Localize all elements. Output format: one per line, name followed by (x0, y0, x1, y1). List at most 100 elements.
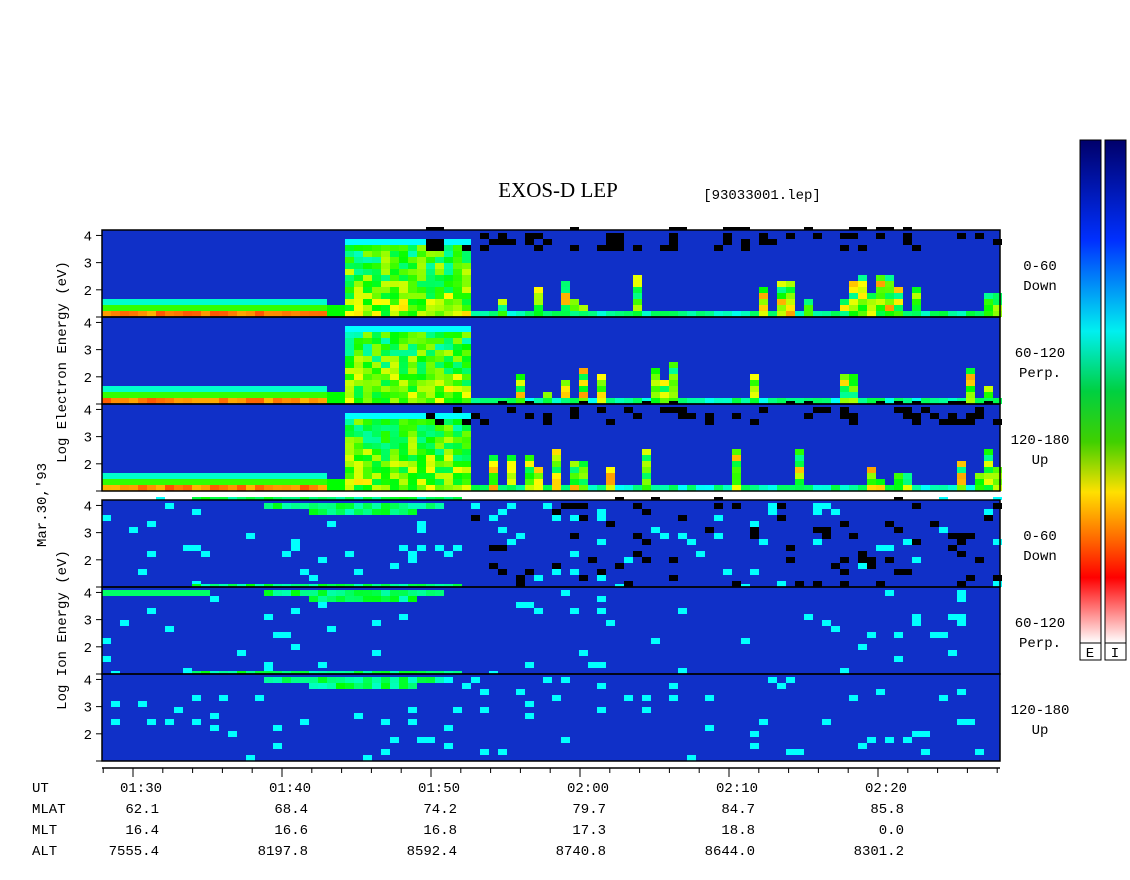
spectrogram-cell (201, 590, 210, 596)
spectrogram-cell (120, 305, 129, 311)
spectrogram-cell (462, 437, 471, 443)
spectrogram-cell (426, 449, 435, 455)
spectrogram-cell (876, 281, 885, 287)
spectrogram-cell (408, 251, 417, 257)
spectrogram-cell (543, 239, 552, 245)
spectrogram-cell (948, 413, 957, 419)
spectrogram-cell (993, 293, 1002, 299)
row-value: 8644.0 (705, 844, 755, 860)
spectrogram-cell (444, 305, 453, 311)
spectrogram-cell (282, 392, 291, 398)
spectrogram-cell (282, 479, 291, 485)
spectrogram-cell (399, 677, 408, 683)
spectrogram-cell (921, 398, 930, 404)
spectrogram-cell (894, 401, 903, 404)
spectrogram-cell (399, 305, 408, 311)
spectrogram-cell (345, 677, 354, 683)
spectrogram-cell (192, 590, 201, 596)
spectrogram-cell (111, 386, 120, 392)
spectrogram-cell (516, 581, 525, 587)
spectrogram-cell (345, 245, 354, 251)
spectrogram-cell (345, 461, 354, 467)
spectrogram-cell (345, 362, 354, 368)
spectrogram-cell (363, 350, 372, 356)
spectrogram-cell (165, 485, 174, 491)
spectrogram-cell (435, 386, 444, 392)
spectrogram-cell (138, 569, 147, 575)
spectrogram-cell (390, 509, 399, 515)
spectrogram-cell (408, 683, 417, 689)
spectrogram-cell (318, 557, 327, 563)
spectrogram-cell (597, 386, 606, 392)
spectrogram-cell (642, 509, 651, 515)
spectrogram-cell (237, 584, 246, 587)
spectrogram-cell (453, 281, 462, 287)
spectrogram-cell (300, 503, 309, 509)
spectrogram-cell (930, 485, 939, 491)
spectrogram-cell (669, 401, 678, 404)
spectrogram-cell (345, 251, 354, 257)
spectrogram-cell (660, 485, 669, 491)
spectrogram-cell (453, 485, 462, 491)
spectrogram-cell (435, 584, 444, 587)
spectrogram-cell (786, 299, 795, 305)
spectrogram-cell (453, 380, 462, 386)
spectrogram-cell (345, 332, 354, 338)
spectrogram-cell (453, 671, 462, 674)
spectrogram-cell (426, 413, 435, 419)
spectrogram-cell (129, 485, 138, 491)
spectrogram-cell (273, 299, 282, 305)
spectrogram-cell (417, 257, 426, 263)
spectrogram-cell (138, 590, 147, 596)
spectrogram-cell (327, 590, 336, 596)
spectrogram-cell (165, 719, 174, 725)
spectrogram-cell (381, 326, 390, 332)
spectrogram-cell (984, 401, 993, 404)
spectrogram-cell (381, 671, 390, 674)
spectrogram-cell (147, 479, 156, 485)
spectrogram-cell (840, 386, 849, 392)
spectrogram-cell (786, 305, 795, 311)
spectrogram-cell (444, 725, 453, 731)
spectrogram-cell (462, 362, 471, 368)
spectrogram-cell (741, 227, 750, 230)
spectrogram-cell (570, 299, 579, 305)
spectrogram-cell (174, 479, 183, 485)
spectrogram-cell (381, 413, 390, 419)
spectrogram-cell (462, 305, 471, 311)
spectrogram-cell (183, 299, 192, 305)
spectrogram-cell (669, 575, 678, 581)
spectrogram-cell (597, 662, 606, 668)
spectrogram-cell (525, 485, 534, 491)
spectrogram-cell (120, 398, 129, 404)
spectrogram-cell (759, 407, 768, 413)
spectrogram-cell (111, 392, 120, 398)
spectrogram-cell (426, 584, 435, 587)
spectrogram-cell (417, 455, 426, 461)
spectrogram-cell (309, 596, 318, 602)
spectrogram-cell (372, 473, 381, 479)
spectrogram-cell (894, 527, 903, 533)
spectrogram-cell (399, 299, 408, 305)
spectrogram-cell (282, 584, 291, 587)
spectrogram-cell (831, 563, 840, 569)
spectrogram-cell (993, 299, 1002, 305)
spectrogram-cell (399, 443, 408, 449)
spectrogram-cell (975, 479, 984, 485)
spectrogram-cell (381, 467, 390, 473)
spectrogram-cell (318, 590, 327, 596)
spectrogram-cell (489, 398, 498, 404)
spectrogram-cell (462, 311, 471, 317)
spectrogram-cell (264, 485, 273, 491)
spectrogram-cell (615, 311, 624, 317)
spectrogram-cell (327, 596, 336, 602)
spectrogram-cell (210, 671, 219, 674)
spectrogram-cell (480, 419, 489, 425)
row-value: 16.6 (274, 823, 308, 839)
spectrogram-cell (516, 533, 525, 539)
spectrogram-cell (408, 671, 417, 674)
spectrogram-cell (957, 719, 966, 725)
spectrogram-cell (210, 398, 219, 404)
spectrogram-cell (462, 356, 471, 362)
spectrogram-cell (111, 305, 120, 311)
